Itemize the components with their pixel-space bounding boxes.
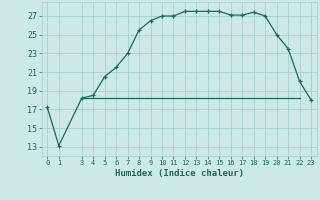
X-axis label: Humidex (Indice chaleur): Humidex (Indice chaleur) [115, 169, 244, 178]
